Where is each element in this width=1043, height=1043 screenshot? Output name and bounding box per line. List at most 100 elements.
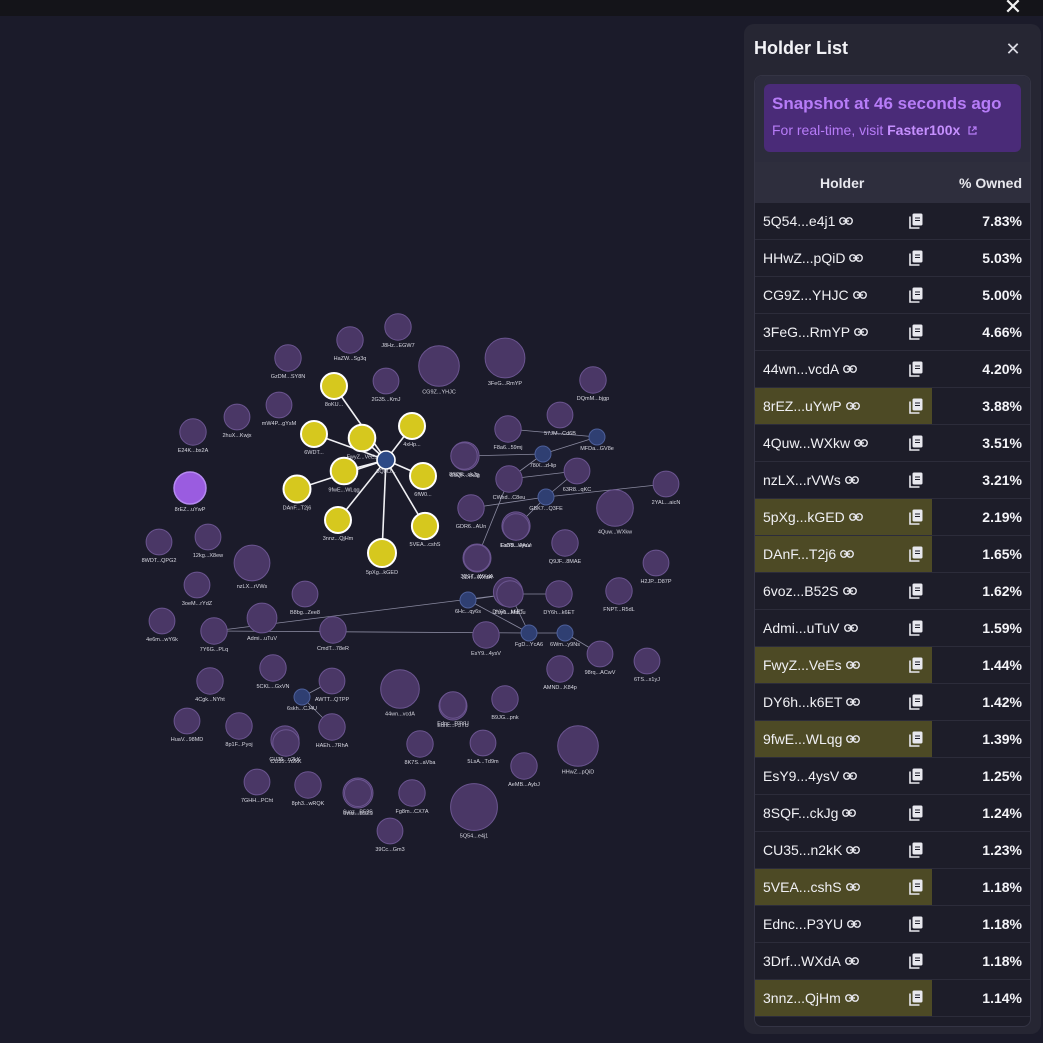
holder-address[interactable]: 4Quw...WXkw xyxy=(763,434,869,451)
holder-address[interactable]: 5pXg...kGED xyxy=(763,509,863,525)
graph-node[interactable] xyxy=(596,489,634,527)
holder-address[interactable]: 8SQF...ckJg xyxy=(763,805,857,821)
copy-icon[interactable] xyxy=(909,879,923,895)
graph-node[interactable] xyxy=(223,403,251,431)
link-icon[interactable] xyxy=(847,915,862,928)
graph-node[interactable] xyxy=(484,337,526,379)
graph-node[interactable] xyxy=(173,471,207,505)
holder-address[interactable]: 3nnz...QjHm xyxy=(763,990,859,1006)
graph-node[interactable] xyxy=(329,456,359,486)
copy-icon[interactable] xyxy=(909,472,923,488)
graph-node[interactable] xyxy=(376,450,396,470)
graph-node[interactable] xyxy=(272,729,300,757)
link-icon[interactable] xyxy=(839,212,854,225)
graph-node[interactable] xyxy=(439,691,467,719)
holder-address[interactable]: Ednc...P3YU xyxy=(763,915,862,932)
copy-icon[interactable] xyxy=(909,361,923,377)
holder-address[interactable]: 8rEZ...uYwP xyxy=(763,398,860,414)
copy-icon[interactable] xyxy=(909,250,923,266)
graph-node[interactable] xyxy=(200,617,228,645)
graph-node[interactable] xyxy=(642,549,670,577)
table-row[interactable]: 3FeG...RmYP 4.66% xyxy=(755,314,1030,351)
holder-address[interactable]: DY6h...k6ET xyxy=(763,694,861,710)
graph-node[interactable] xyxy=(194,523,222,551)
link-icon[interactable] xyxy=(845,397,860,410)
graph-node[interactable] xyxy=(265,391,293,419)
holder-address[interactable]: DAnF...T2j6 xyxy=(763,546,855,562)
graph-node[interactable] xyxy=(336,326,364,354)
graph-node[interactable] xyxy=(537,488,555,506)
graph-node[interactable] xyxy=(546,401,574,429)
link-icon[interactable] xyxy=(843,360,858,373)
graph-node[interactable] xyxy=(510,752,538,780)
link-icon[interactable] xyxy=(854,434,869,447)
holder-address[interactable]: 5VEA...cshS xyxy=(763,879,860,895)
copy-icon[interactable] xyxy=(909,990,923,1006)
holder-address[interactable]: 3FeG...RmYP xyxy=(763,323,869,340)
graph-node[interactable] xyxy=(472,621,500,649)
graph-node[interactable] xyxy=(579,366,607,394)
graph-node[interactable] xyxy=(491,685,519,713)
holder-address[interactable]: CU35...n2kK xyxy=(763,842,861,858)
link-icon[interactable] xyxy=(844,989,859,1002)
graph-node[interactable] xyxy=(259,654,287,682)
link-icon[interactable] xyxy=(854,323,869,336)
table-row[interactable]: CU35...n2kK 1.23% xyxy=(755,832,1030,869)
copy-icon[interactable] xyxy=(909,731,923,747)
table-row[interactable]: 5pXg...kGED 2.19% xyxy=(755,499,1030,536)
graph-node[interactable] xyxy=(605,577,633,605)
graph-node[interactable] xyxy=(586,640,614,668)
holder-address[interactable]: 3Drf...WXdA xyxy=(763,953,859,969)
table-row[interactable]: 3nnz...QjHm 1.14% xyxy=(755,980,1030,1017)
table-row[interactable]: 5Q54...e4j1 7.83% xyxy=(755,203,1030,240)
holder-address[interactable]: 6voz...B52S xyxy=(763,583,857,599)
holder-list[interactable]: Snapshot at 46 seconds ago For real-time… xyxy=(754,75,1031,1027)
graph-node[interactable] xyxy=(410,511,440,541)
copy-icon[interactable] xyxy=(909,805,923,821)
graph-node[interactable] xyxy=(551,529,579,557)
graph-node[interactable] xyxy=(282,474,312,504)
holder-address[interactable]: Admi...uTuV xyxy=(763,620,858,636)
graph-node[interactable] xyxy=(557,725,599,767)
copy-icon[interactable] xyxy=(909,768,923,784)
table-row[interactable]: 6voz...B52S 1.62% xyxy=(755,573,1030,610)
copy-icon[interactable] xyxy=(909,953,923,969)
link-icon[interactable] xyxy=(849,249,864,262)
table-row[interactable]: 9fwE...WLqg 1.39% xyxy=(755,721,1030,758)
copy-icon[interactable] xyxy=(909,509,923,525)
graph-node[interactable] xyxy=(320,372,348,400)
close-icon[interactable]: ✕ xyxy=(1005,39,1021,59)
link-icon[interactable] xyxy=(852,286,867,299)
graph-node[interactable] xyxy=(196,667,224,695)
graph-node[interactable] xyxy=(347,423,377,453)
holder-bubble-map[interactable]: 5Q54...e4j1 HHwZ...pQiD CG9Z...YHJC 3FeG...… xyxy=(0,16,745,1043)
copy-icon[interactable] xyxy=(909,213,923,229)
graph-node[interactable] xyxy=(457,494,485,522)
link-icon[interactable] xyxy=(843,619,858,632)
link-icon[interactable] xyxy=(843,767,858,780)
copy-icon[interactable] xyxy=(909,694,923,710)
link-icon[interactable] xyxy=(846,730,861,743)
table-row[interactable]: 8rEZ...uYwP 3.88% xyxy=(755,388,1030,425)
graph-node[interactable] xyxy=(294,771,322,799)
graph-node[interactable] xyxy=(450,442,478,470)
table-row[interactable]: nzLX...rVWs 3.21% xyxy=(755,462,1030,499)
link-icon[interactable] xyxy=(844,471,859,484)
graph-node[interactable] xyxy=(233,544,271,582)
graph-node[interactable] xyxy=(398,412,426,440)
holder-address[interactable]: nzLX...rVWs xyxy=(763,472,859,488)
graph-node[interactable] xyxy=(179,418,207,446)
holder-address[interactable]: 5Q54...e4j1 xyxy=(763,212,854,229)
graph-node[interactable] xyxy=(409,462,437,490)
holder-address[interactable]: 9fwE...WLqg xyxy=(763,730,861,747)
graph-node[interactable] xyxy=(495,465,523,493)
holder-address[interactable]: EsY9...4ysV xyxy=(763,767,858,784)
graph-node[interactable] xyxy=(534,445,552,463)
graph-node[interactable] xyxy=(376,817,404,845)
graph-node[interactable] xyxy=(367,538,397,568)
graph-node[interactable] xyxy=(652,470,680,498)
link-icon[interactable] xyxy=(842,582,857,595)
graph-node[interactable] xyxy=(463,544,491,572)
close-icon[interactable]: ✕ xyxy=(1003,0,1023,19)
holder-address[interactable]: CG9Z...YHJC xyxy=(763,287,867,303)
